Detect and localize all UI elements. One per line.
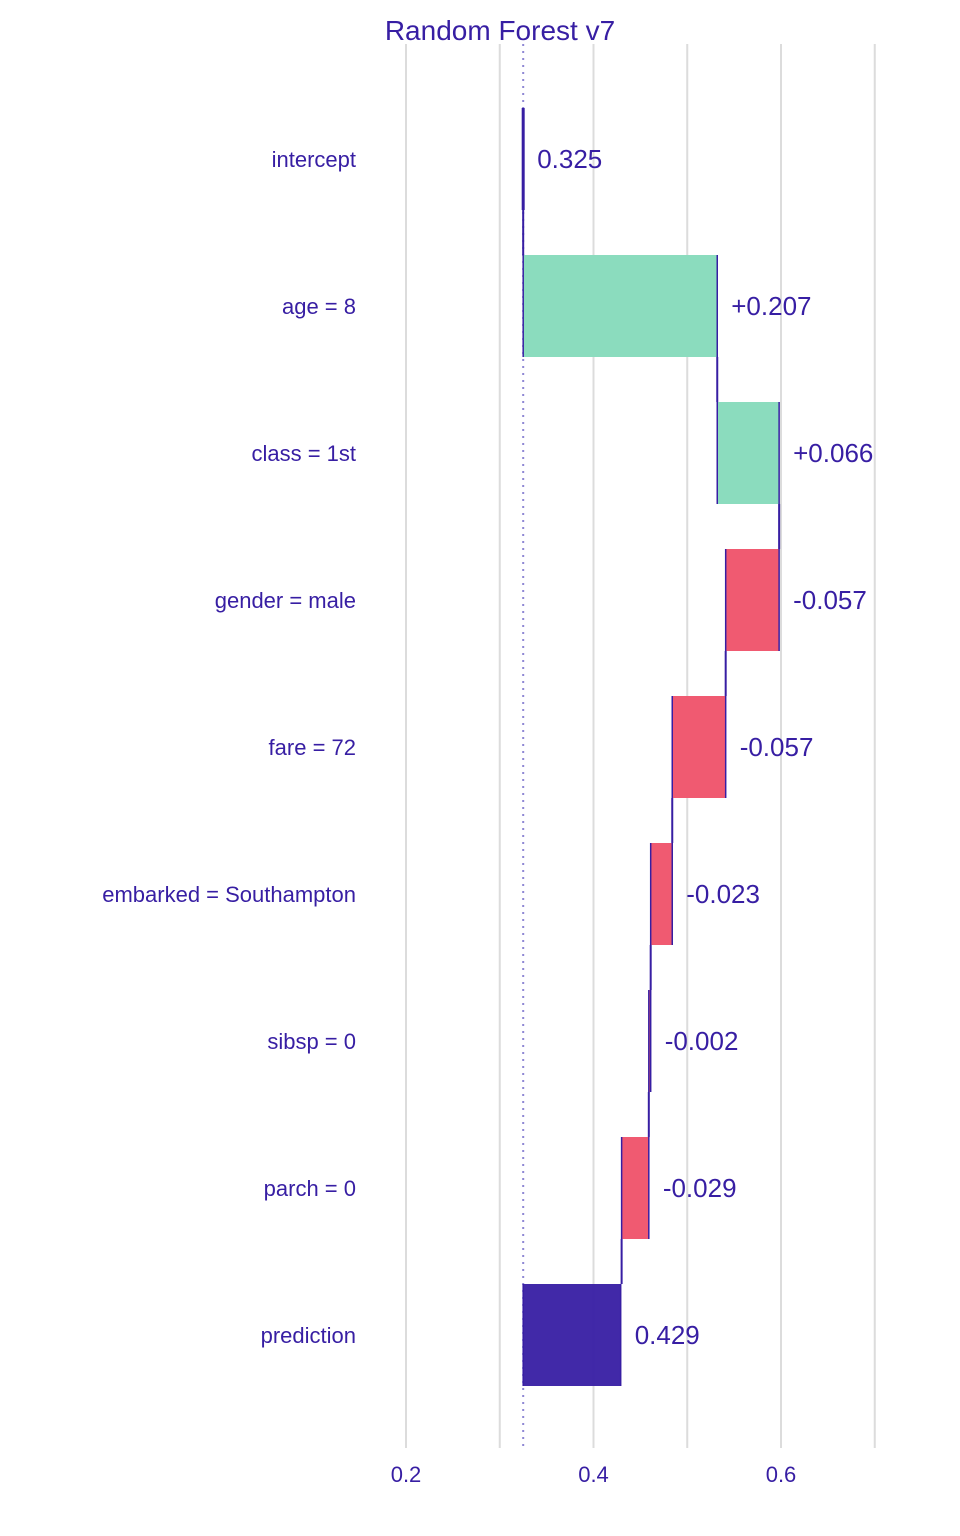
category-label: prediction bbox=[261, 1323, 356, 1348]
bar-positive bbox=[717, 402, 780, 504]
value-label: +0.066 bbox=[793, 438, 873, 468]
value-label: -0.023 bbox=[686, 879, 760, 909]
value-label: 0.429 bbox=[635, 1320, 700, 1350]
category-label: parch = 0 bbox=[264, 1176, 356, 1201]
x-tick-label: 0.4 bbox=[578, 1462, 609, 1487]
x-tick-label: 0.2 bbox=[391, 1462, 422, 1487]
value-labels: 0.325 +0.207 +0.066 -0.057 -0.057 -0.023 -0.00… bbox=[537, 144, 873, 1350]
bar-negative bbox=[621, 1137, 649, 1239]
value-label: 0.325 bbox=[537, 144, 602, 174]
bar-negative bbox=[650, 843, 673, 945]
value-label: -0.057 bbox=[793, 585, 867, 615]
bar-negative bbox=[648, 990, 651, 1092]
value-label: -0.057 bbox=[740, 732, 814, 762]
value-label: +0.207 bbox=[731, 291, 811, 321]
bars bbox=[521, 108, 780, 1386]
category-label: fare = 72 bbox=[269, 735, 356, 760]
bar-prediction bbox=[523, 1284, 621, 1386]
x-tick-label: 0.6 bbox=[766, 1462, 797, 1487]
category-label: class = 1st bbox=[251, 441, 356, 466]
connectors bbox=[522, 210, 781, 1284]
bar-positive bbox=[523, 255, 718, 357]
value-label: -0.002 bbox=[665, 1026, 739, 1056]
chart-title: Random Forest v7 bbox=[385, 15, 615, 46]
category-label: gender = male bbox=[215, 588, 356, 613]
category-label: embarked = Southampton bbox=[102, 882, 356, 907]
category-label: age = 8 bbox=[282, 294, 356, 319]
value-label: -0.029 bbox=[663, 1173, 737, 1203]
category-labels: intercept age = 8 class = 1st gender = male… bbox=[102, 147, 356, 1348]
bar-negative bbox=[725, 549, 780, 651]
category-label: intercept bbox=[272, 147, 356, 172]
x-axis-ticks: 0.2 0.4 0.6 bbox=[391, 1462, 797, 1487]
category-label: sibsp = 0 bbox=[267, 1029, 356, 1054]
bar-negative bbox=[672, 696, 726, 798]
